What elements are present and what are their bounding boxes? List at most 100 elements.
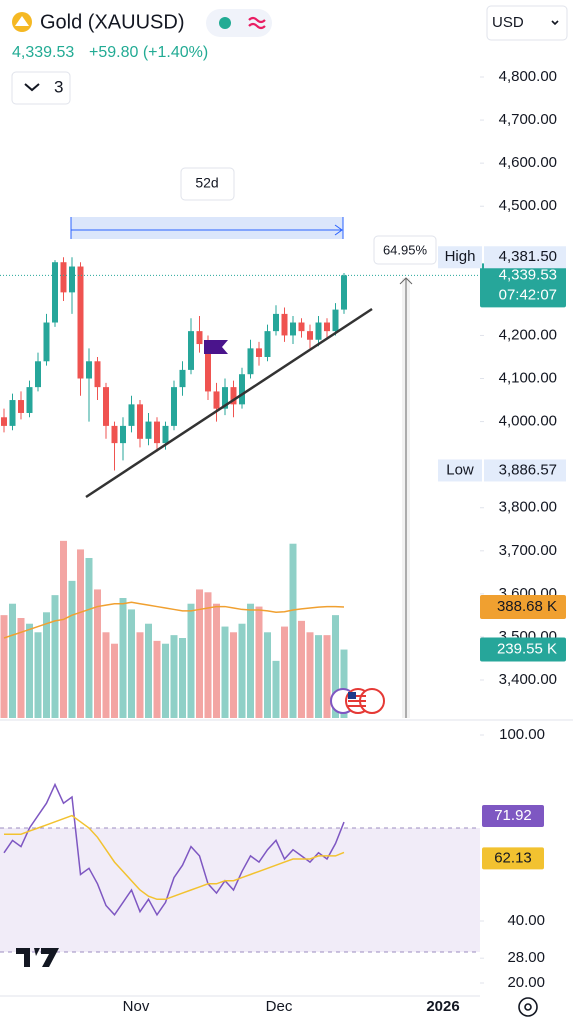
candle-body [26, 387, 33, 413]
candle-body [171, 387, 177, 426]
low-text: Low [446, 461, 474, 478]
rsi-label: 62.13 [494, 849, 532, 866]
chevron [551, 20, 559, 26]
volume-bar [179, 638, 186, 718]
currency-select[interactable] [486, 5, 568, 41]
rsi-line [4, 814, 345, 901]
price: 4,339.53 [12, 44, 74, 61]
volume-bar [136, 632, 144, 718]
candle-body [315, 322, 322, 340]
candle-body [213, 391, 220, 409]
volume-bar [255, 606, 263, 718]
volume-bar [264, 632, 271, 718]
volume-bar [340, 649, 348, 718]
volume-bar [17, 618, 25, 718]
candle-body [196, 331, 203, 345]
volume-bar [221, 626, 229, 718]
range-percent: 64.95% [383, 242, 428, 257]
volume-bar [315, 635, 322, 718]
indicator-toggle[interactable] [11, 71, 71, 105]
candle-body [52, 262, 58, 323]
logo [16, 948, 59, 967]
volume-bar [119, 598, 127, 718]
low-text-box [438, 459, 482, 482]
candle-body [103, 387, 109, 426]
last-price-box [480, 263, 566, 308]
rsi-label-box [482, 805, 544, 828]
volume-bar [9, 603, 16, 718]
plot: 4,800.00 4,700.00 4,600.00 4,500.00 4,200.00… [0, 68, 566, 1015]
rsi-label-box [482, 847, 544, 870]
volume-bar [332, 615, 339, 718]
price-range-arrow [399, 277, 413, 285]
volume-bar [85, 558, 93, 718]
y-tick-label: 4,500.00 [499, 197, 557, 214]
volume-bar [289, 543, 297, 718]
x-tick-label: Nov [123, 998, 150, 1015]
candle-body [18, 400, 24, 413]
indicator-count: 3 [54, 77, 63, 96]
date-range-box [71, 217, 343, 239]
candle-body [239, 374, 245, 405]
candle-body [179, 369, 186, 388]
volume-bar [145, 623, 152, 718]
volume-bar [102, 632, 110, 718]
volume-bar [213, 603, 220, 718]
candle-body [188, 331, 194, 370]
last-price-label: 4,339.53 [499, 266, 557, 283]
volume-bar [0, 615, 8, 718]
volume-bar [153, 640, 161, 718]
range-duration: 52d [195, 175, 218, 191]
delay-icon [248, 16, 266, 30]
candle-body [273, 313, 279, 332]
volume-bar [272, 660, 280, 718]
volume-bar [34, 632, 42, 718]
flag [204, 340, 228, 354]
volume-label-box [480, 637, 566, 662]
volume-bar [204, 592, 212, 718]
candle-body [35, 361, 41, 388]
volume-bar [77, 549, 84, 718]
high-label-box [484, 246, 566, 269]
rsi-label: 71.92 [494, 807, 532, 824]
candle-body [264, 331, 271, 357]
volume-bar [170, 635, 178, 718]
low-label-box [484, 459, 566, 482]
candle-body [205, 344, 211, 392]
y-tick-label: 3,700.00 [499, 542, 557, 559]
volume-bar [187, 603, 195, 718]
y-tick-label: 3,800.00 [499, 499, 557, 516]
candle-body [256, 348, 262, 357]
settings[interactable] [518, 997, 538, 1017]
symbol[interactable]: Gold (XAUUSD) [40, 11, 184, 33]
status-pill[interactable] [206, 9, 272, 37]
volume-bar [247, 603, 254, 718]
candle-body [120, 425, 126, 444]
candle-body [77, 266, 84, 379]
trend-line[interactable] [85, 307, 373, 499]
volume-bar [196, 589, 203, 718]
candle-body [222, 387, 228, 409]
volume-bar [94, 589, 101, 718]
high-text-box [438, 246, 482, 269]
y-tick-label: 4,700.00 [499, 111, 557, 128]
candle-body [94, 361, 101, 388]
volume-bar [281, 626, 288, 718]
candle-body [230, 387, 237, 405]
y-tick-label: 4,100.00 [499, 369, 557, 386]
candle-body [111, 425, 118, 444]
candle-body [86, 361, 92, 379]
candle-body [137, 404, 143, 439]
volume-bar [298, 620, 305, 718]
candle-body [332, 309, 339, 332]
y-tick-label: 4,000.00 [499, 413, 557, 430]
candle-body [9, 400, 16, 426]
market-open-dot [219, 17, 231, 29]
high-text: High [445, 248, 476, 265]
y-tick-label: 3,400.00 [499, 671, 557, 688]
event-icons[interactable] [330, 688, 385, 714]
volume-bar [68, 580, 76, 718]
candle-body [128, 404, 135, 426]
